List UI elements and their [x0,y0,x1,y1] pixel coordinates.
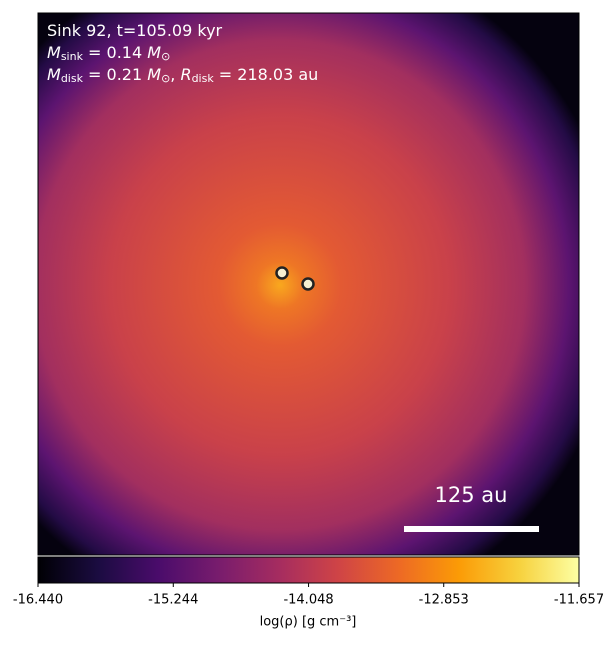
x-tick-label: -16.440 [13,593,63,608]
x-tick-label: -11.657 [554,593,604,608]
sink-particle [275,266,289,280]
annotation: Msink = 0.14 M⊙ [47,43,170,64]
annotation: Sink 92, t=105.09 kyr [47,21,223,40]
colorbar-label: log(ρ) [g cm⁻³] [260,615,357,630]
x-tick-label: -12.853 [419,593,469,608]
colorbar [37,556,580,584]
scale-label: 125 au [435,483,508,507]
x-tick-label: -15.244 [148,593,198,608]
scale-bar [404,526,539,532]
sink-particle [301,277,315,291]
annotation: Mdisk = 0.21 M⊙, Rdisk = 218.03 au [47,65,318,86]
x-tick-label: -14.048 [283,593,333,608]
